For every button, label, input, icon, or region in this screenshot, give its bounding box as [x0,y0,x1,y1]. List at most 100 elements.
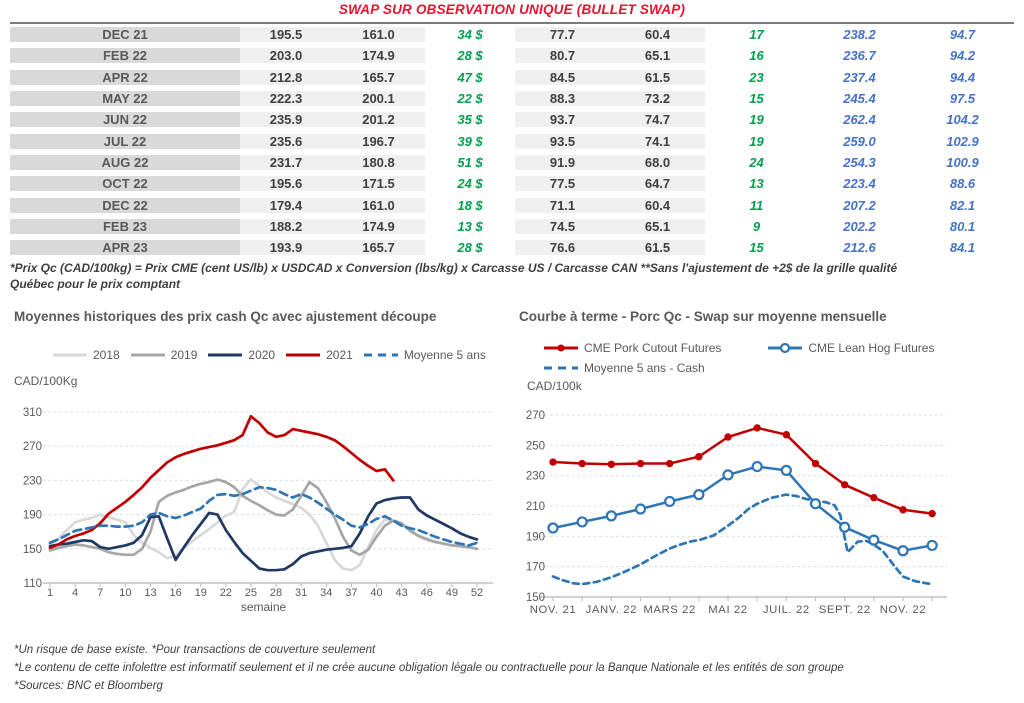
left-chart-legend: 2018 2019 2020 2021 Moyenne 5 ans [52,347,496,363]
table-cell: 60.4 [610,27,705,43]
table-row: FEB 22 203.0 174.9 28 $ 80.7 65.1 16 236.7 94.2 [10,45,1014,66]
table-cell: 100.9 [946,154,979,170]
table-cell: 9 [752,218,761,234]
right-chart-title: Courbe à terme - Porc Qc - Swap sur moye… [519,309,887,324]
data-point-marker [664,495,676,508]
x-tick-label: JUIL. 22 [763,604,810,616]
table-cell: 61.5 [610,240,705,256]
table-cell: 93.7 [515,112,610,128]
x-tick-label: MARS 22 [643,604,696,616]
x-tick-label: SEPT. 22 [819,604,871,616]
table-cell: 196.7 [332,133,425,149]
table-cell: 93.5 [515,133,610,149]
table-cell: 35 $ [457,112,483,128]
table-row: JUN 22 235.9 201.2 35 $ 93.7 74.7 19 262.4 104.2 [10,109,1014,130]
x-tick-label: 7 [97,587,103,599]
table-footnote: *Prix Qc (CAD/100kg) = Prix CME (cent US… [10,261,1020,292]
table-cell-month: JUL 22 [10,133,240,149]
table-cell: 202.2 [843,218,876,234]
y-tick-label: 230 [526,471,545,483]
table-cell: 74.1 [610,133,705,149]
table-cell: 64.7 [610,176,705,192]
table-cell: 94.2 [949,48,976,64]
table-cell: 193.9 [240,240,332,256]
series-cme-pork-cutout-futures [551,426,934,515]
data-point-marker [809,498,822,510]
table-cell-month: FEB 23 [10,218,240,234]
legend-label: Moyenne 5 ans - Cash [584,361,705,375]
table-cell: 174.9 [332,48,425,64]
x-tick-label: MAI 22 [708,604,747,616]
table-cell: 11 [749,197,764,213]
legend-item-cme-pork-cutout-futures: CME Pork Cutout Futures [543,341,721,355]
table-cell: 91.9 [515,154,610,170]
data-point-marker [751,460,763,473]
legend-item-moyenne-5-ans-cash: Moyenne 5 ans - Cash [543,361,705,375]
legend-item-cme-lean-hog-futures: CME Lean Hog Futures [767,341,934,355]
data-point-marker [839,521,851,533]
table-row: DEC 21 195.5 161.0 34 $ 77.7 60.4 17 238.2 94.7 [10,24,1014,45]
table-cell: 161.0 [332,27,425,43]
x-tick-label: 49 [446,587,458,599]
table-cell: 13 $ [457,218,483,234]
series-2021 [48,414,395,550]
table-cell-month: APR 22 [10,69,240,85]
table-cell: 237.4 [843,69,876,85]
legend-swatch [544,344,578,352]
table-cell: 88.6 [949,176,976,192]
x-tick-label: 34 [320,587,332,599]
table-row: MAY 22 222.3 200.1 22 $ 88.3 73.2 15 245.4 97.5 [10,88,1014,109]
series-moyenne-5-ans [48,485,479,547]
data-point-marker [607,460,616,468]
footnote-sources: *Sources: BNC et Bloomberg [14,680,163,692]
table-cell: 97.5 [949,91,976,107]
y-tick-label: 270 [23,441,42,453]
table-cell: 201.2 [332,112,425,128]
table-cell-month: JUN 22 [10,112,240,128]
table-cell: 74.7 [610,112,705,128]
table-cell: 17 [749,27,764,43]
series-2019 [48,478,479,557]
x-tick-label: 4 [72,587,78,599]
table-cell: 231.7 [240,154,332,170]
table-cell: 262.4 [843,112,876,128]
legend-swatch [53,353,87,357]
data-point-marker [634,503,647,515]
x-tick-label: 40 [370,587,382,599]
table-cell: 94.7 [949,27,976,43]
legend-item-2019: 2019 [130,348,197,362]
footnote-basis-risk: *Un risque de base existe. *Pour transac… [14,644,376,656]
legend-label: CME Pork Cutout Futures [584,341,722,355]
data-point-marker [576,516,588,528]
table-cell: 84.1 [949,240,976,256]
table-cell: 65.1 [610,218,705,234]
table-cell: 15 [749,240,764,256]
table-cell: 179.4 [240,197,332,213]
data-point-marker [547,522,559,534]
x-tick-label: 25 [245,587,257,599]
table-cell: 223.4 [843,176,876,192]
table-cell: 60.4 [610,197,705,213]
x-tick-label: 28 [270,587,282,599]
table-cell-month: MAY 22 [10,91,240,107]
data-point-marker [899,506,907,514]
table-cell: 104.2 [946,112,979,128]
table-cell: 161.0 [332,197,425,213]
legend-swatch [544,366,578,370]
table-cell: 212.6 [843,240,876,256]
table-cell-month: DEC 21 [10,27,240,43]
table-cell: 259.0 [843,133,876,149]
table-cell-month: APR 23 [10,240,240,256]
data-point-marker [549,458,557,466]
table-cell: 73.2 [610,91,705,107]
table-cell: 188.2 [240,218,332,234]
table-cell: 235.6 [240,133,332,149]
table-cell: 165.7 [332,69,425,85]
legend-swatch [130,353,165,357]
y-tick-label: 110 [24,578,42,590]
data-point-marker [636,459,645,468]
right-chart-plot: 150 170 190 210 230 250 270 NOV. 21 JANV. 22 MARS… [526,410,947,616]
table-row: DEC 22 179.4 161.0 18 $ 71.1 60.4 11 207.2 82.1 [10,194,1014,215]
data-point-marker [782,431,791,439]
data-point-marker [753,424,761,432]
